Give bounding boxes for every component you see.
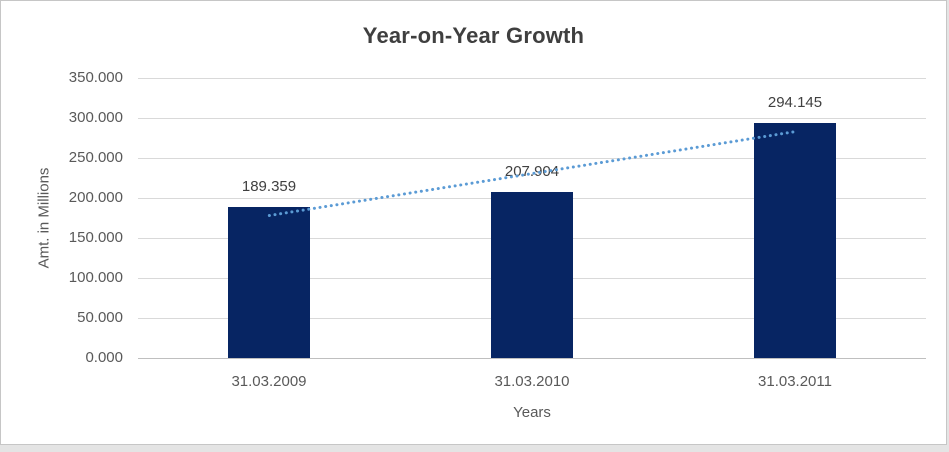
bar [491, 192, 573, 358]
bar-value-label: 189.359 [241, 178, 297, 195]
bar [228, 207, 310, 358]
chart-title: Year-on-Year Growth [362, 23, 585, 48]
y-tick-label: 300.000 [68, 109, 123, 126]
y-tick-label: 150.000 [68, 229, 123, 246]
gridline [138, 118, 926, 119]
gridline [138, 78, 926, 79]
y-axis-title: Amt. in Millions [35, 167, 53, 269]
gridline [138, 358, 926, 359]
bar [754, 123, 836, 358]
y-tick-label: 50.000 [77, 309, 123, 326]
bar-value-label: 207.904 [504, 163, 560, 180]
x-tick-label: 31.03.2009 [231, 373, 307, 390]
y-tick-label: 200.000 [68, 189, 123, 206]
y-tick-label: 100.000 [68, 269, 123, 286]
x-tick-label: 31.03.2011 [758, 373, 832, 390]
x-axis-title: Years [513, 404, 551, 421]
y-tick-label: 250.000 [68, 149, 123, 166]
bar-value-label: 294.145 [767, 94, 823, 111]
x-tick-label: 31.03.2010 [494, 373, 570, 390]
y-tick-label: 0.000 [85, 349, 123, 366]
y-tick-label: 350.000 [68, 69, 123, 86]
